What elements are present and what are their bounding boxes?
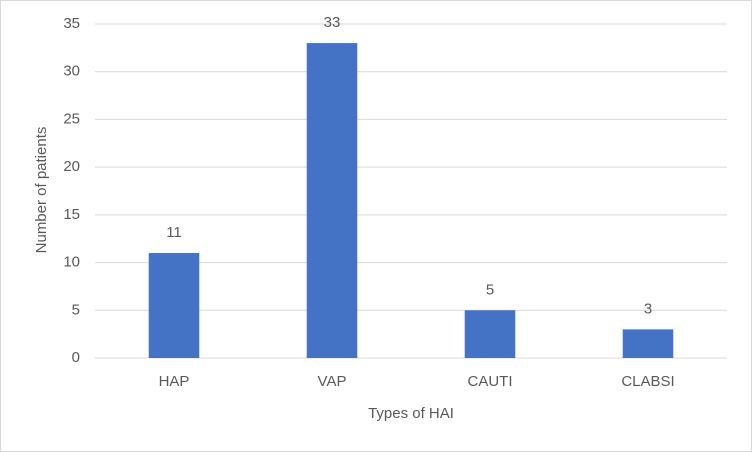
data-label: 5 [486, 281, 494, 298]
data-label: 33 [324, 14, 341, 31]
y-axis-title: Number of patients [33, 127, 50, 254]
y-tick-label: 35 [63, 15, 80, 32]
x-tick-label: HAP [159, 373, 190, 390]
bar [464, 310, 516, 358]
y-tick-label: 0 [72, 349, 80, 366]
bar [622, 329, 674, 358]
y-tick-label: 10 [63, 254, 80, 271]
data-label: 3 [644, 300, 652, 317]
y-tick-label: 15 [63, 206, 80, 223]
x-tick-label: CLABSI [621, 373, 674, 390]
y-tick-label: 5 [72, 301, 80, 318]
y-tick-label: 20 [63, 158, 80, 175]
y-tick-label: 30 [63, 63, 80, 80]
bar [148, 253, 200, 358]
x-tick-label: VAP [318, 373, 347, 390]
data-label: 11 [166, 224, 182, 241]
x-tick-label: CAUTI [468, 373, 513, 390]
x-axis-title: Types of HAI [368, 405, 454, 422]
bar [306, 43, 358, 358]
y-tick-label: 25 [63, 110, 80, 127]
